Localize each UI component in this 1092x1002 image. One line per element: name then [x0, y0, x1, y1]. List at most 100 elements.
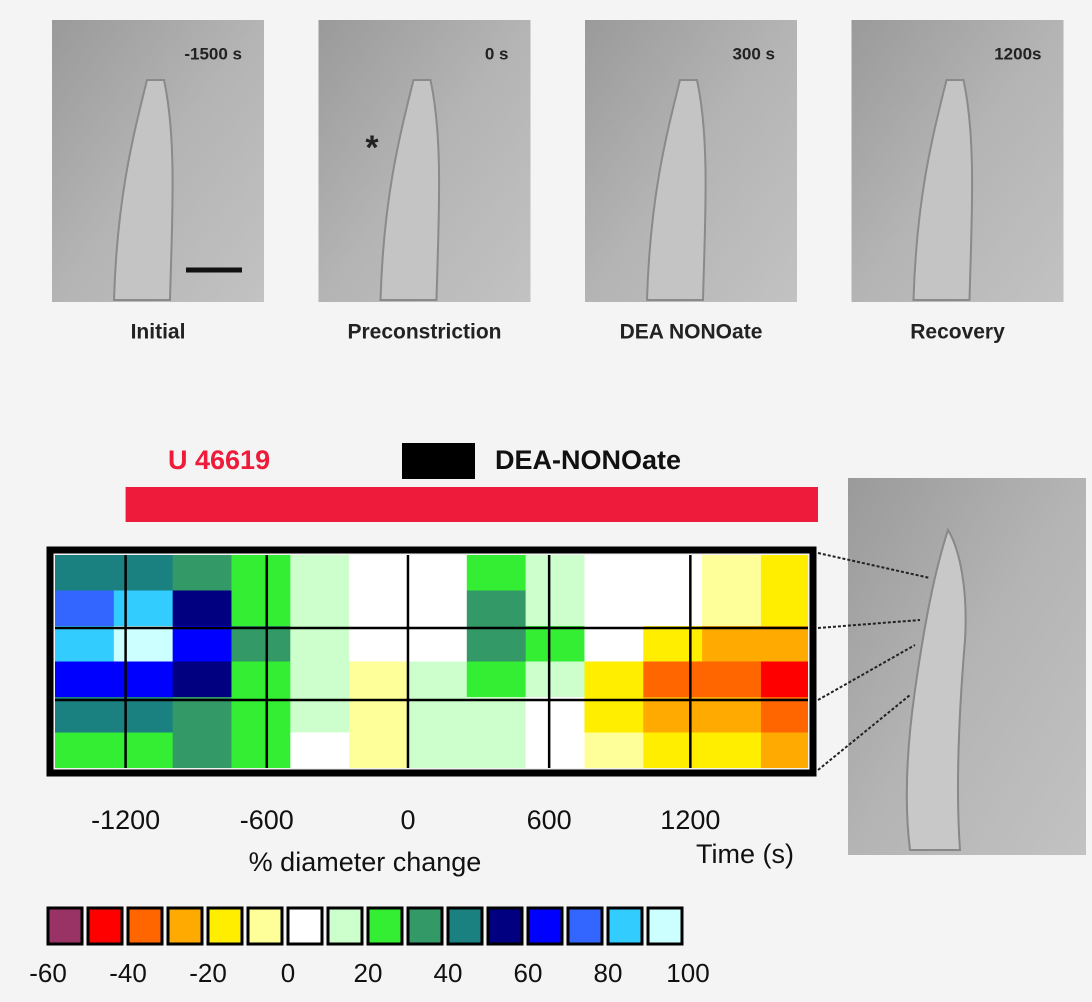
heat-cell: [526, 733, 585, 769]
heat-cell: [231, 662, 290, 698]
heat-cell: [467, 697, 526, 733]
heat-cell: [173, 626, 232, 662]
vessel-image: [848, 478, 1086, 855]
heat-cell: [349, 697, 408, 733]
treatment-bar: [126, 487, 818, 522]
colorbar-swatch: [648, 908, 682, 944]
heat-cell: [231, 697, 290, 733]
heat-cell: [55, 591, 114, 627]
colorbar-swatch: [128, 908, 162, 944]
x-tick-label: 1200: [660, 805, 720, 835]
heat-cell: [231, 555, 290, 591]
colorbar-swatch: [528, 908, 562, 944]
colorbar-swatch: [328, 908, 362, 944]
heat-cell: [408, 733, 467, 769]
heat-cell: [584, 591, 643, 627]
heat-cell: [526, 555, 585, 591]
heat-cell: [467, 591, 526, 627]
colorbar-tick-label: 0: [281, 958, 295, 988]
heat-cell: [290, 555, 349, 591]
colorbar-swatch: [488, 908, 522, 944]
colorbar-swatch: [368, 908, 402, 944]
heat-cell: [114, 555, 173, 591]
heat-cell: [55, 626, 114, 662]
x-axis-label: Time (s): [696, 839, 794, 869]
heat-cell: [349, 662, 408, 698]
colorbar-tick-label: 20: [354, 958, 383, 988]
heat-cell: [467, 662, 526, 698]
colorbar-swatch: [248, 908, 282, 944]
colorbar-tick-label: 80: [594, 958, 623, 988]
heat-cell: [643, 591, 702, 627]
heat-cell: [173, 733, 232, 769]
heat-cell: [408, 591, 467, 627]
asterisk: *: [365, 129, 379, 167]
colorbar-tick-label: 40: [434, 958, 463, 988]
heat-cell: [114, 591, 173, 627]
colorbar-swatch: [88, 908, 122, 944]
heat-cell: [643, 626, 702, 662]
heat-cell: [408, 662, 467, 698]
colorbar-label: % diameter change: [249, 847, 482, 877]
colorbar-swatch: [568, 908, 602, 944]
heat-cell: [231, 733, 290, 769]
heat-cell: [408, 697, 467, 733]
time-label: 1200s: [994, 44, 1041, 63]
heat-cell: [114, 733, 173, 769]
heat-cell: [349, 733, 408, 769]
heat-cell: [408, 555, 467, 591]
heat-cell: [55, 662, 114, 698]
heat-cell: [467, 626, 526, 662]
heat-cell: [467, 555, 526, 591]
colorbar-swatch: [448, 908, 482, 944]
heat-cell: [643, 697, 702, 733]
panel-caption: DEA NONOate: [620, 321, 763, 344]
legend-swatch: [402, 443, 475, 479]
heat-cell: [55, 555, 114, 591]
figure: -1500 sInitial0 sPreconstriction300 sDEA…: [0, 0, 1092, 1002]
heat-cell: [349, 591, 408, 627]
heat-cell: [584, 626, 643, 662]
heat-cell: [702, 662, 761, 698]
panel-caption: Preconstriction: [347, 321, 501, 344]
colorbar-tick-label: -20: [189, 958, 227, 988]
heat-cell: [349, 555, 408, 591]
heat-cell: [643, 555, 702, 591]
heat-cell: [290, 662, 349, 698]
heat-cell: [584, 733, 643, 769]
heat-cell: [584, 662, 643, 698]
heat-cell: [408, 626, 467, 662]
colorbar-swatch: [168, 908, 202, 944]
heat-cell: [231, 626, 290, 662]
heat-cell: [526, 591, 585, 627]
panel-caption: Initial: [131, 321, 186, 344]
colorbar-tick-label: 100: [666, 958, 709, 988]
colorbar-swatch: [48, 908, 82, 944]
x-tick-label: -1200: [91, 805, 160, 835]
time-label: -1500 s: [184, 44, 242, 63]
heat-cell: [702, 555, 761, 591]
heat-cell: [114, 626, 173, 662]
heat-cell: [349, 626, 408, 662]
colorbar-swatch: [208, 908, 242, 944]
colorbar-tick-label: -60: [29, 958, 67, 988]
heat-cell: [173, 662, 232, 698]
heat-cell: [584, 697, 643, 733]
heat-cell: [231, 591, 290, 627]
time-label: 0 s: [485, 44, 509, 63]
heat-cell: [173, 697, 232, 733]
heat-cell: [290, 626, 349, 662]
heat-cell: [290, 697, 349, 733]
heat-cell: [702, 697, 761, 733]
colorbar-tick-label: -40: [109, 958, 147, 988]
heat-cell: [643, 662, 702, 698]
colorbar-swatch: [608, 908, 642, 944]
panel-caption: Recovery: [910, 321, 1005, 344]
heat-cell: [526, 697, 585, 733]
legend-label: DEA-NONOate: [495, 445, 681, 475]
treatment-label: U 46619: [168, 445, 270, 475]
heat-cell: [290, 591, 349, 627]
colorbar-tick-label: 60: [514, 958, 543, 988]
heat-cell: [290, 733, 349, 769]
heat-cell: [114, 662, 173, 698]
